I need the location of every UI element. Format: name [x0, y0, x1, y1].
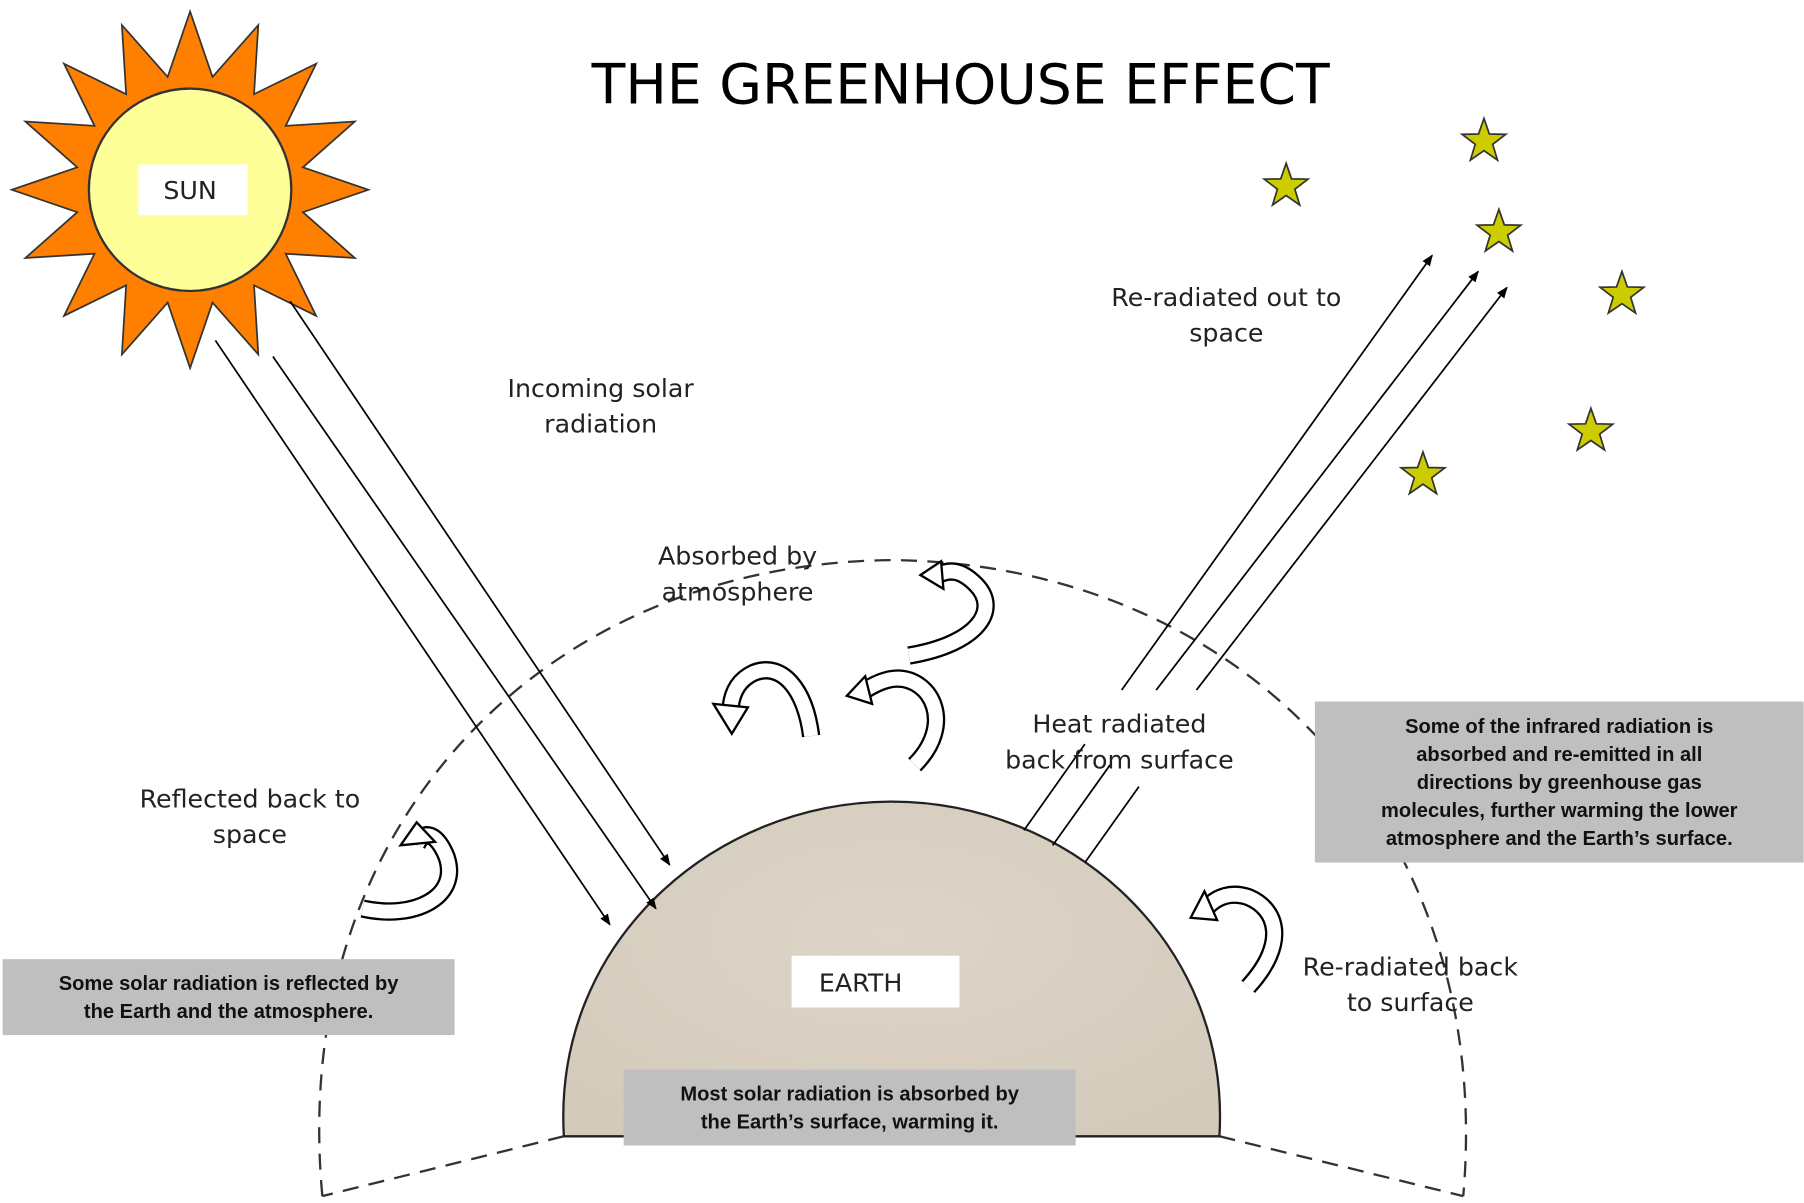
note-text: atmosphere and the Earth’s surface.: [1386, 828, 1733, 850]
note-text: directions by greenhouse gas: [1417, 772, 1702, 794]
label-text: Heat radiated: [1032, 710, 1206, 739]
label-text: back from surface: [1005, 745, 1234, 774]
star: [1264, 163, 1308, 205]
label-text: radiation: [544, 409, 657, 438]
note-text: molecules, further warming the lower: [1381, 800, 1738, 822]
note-text: the Earth’s surface, warming it.: [701, 1111, 999, 1133]
note-text: Some solar radiation is reflected by: [59, 973, 400, 995]
label-text: Reflected back to: [140, 784, 361, 813]
star: [1462, 118, 1506, 160]
label-text: to surface: [1347, 988, 1474, 1017]
arrow: [1122, 255, 1433, 690]
label-text: Incoming solar: [508, 374, 695, 403]
label-text: Re-radiated back: [1303, 952, 1519, 981]
star: [1600, 271, 1644, 313]
note-box: [624, 1070, 1076, 1146]
curved-arrow-body: [865, 679, 936, 765]
diagram: THE GREENHOUSE EFFECT EARTH SUN Incoming…: [0, 0, 1804, 1203]
note-text: Most solar radiation is absorbed by: [680, 1083, 1019, 1105]
label-text: atmosphere: [662, 577, 814, 606]
page: {"title": "THE GREENHOUSE EFFECT", "sun"…: [0, 0, 1804, 1203]
earth-label: EARTH: [819, 968, 903, 997]
arrow: [1196, 288, 1507, 691]
curved-arrow-body: [909, 571, 986, 655]
title: THE GREENHOUSE EFFECT: [591, 54, 1330, 118]
note-text: absorbed and re-emitted in all: [1416, 744, 1702, 766]
sun-label: SUN: [163, 176, 217, 205]
arrow: [273, 357, 656, 909]
curved-arrow-head: [920, 561, 943, 589]
note-box: [3, 959, 455, 1035]
curved-arrow-body: [363, 835, 449, 911]
note-text: the Earth and the atmosphere.: [84, 1001, 373, 1023]
note-text: Some of the infrared radiation is: [1405, 716, 1713, 738]
star: [1401, 452, 1445, 494]
label-text: Re-radiated out to: [1111, 283, 1341, 312]
label-text: space: [1189, 319, 1263, 348]
arrow: [1085, 787, 1139, 863]
star: [1477, 209, 1521, 251]
star: [1569, 408, 1613, 450]
label-text: Absorbed by: [658, 542, 817, 571]
label-text: space: [213, 820, 287, 849]
curved-arrow-head: [713, 704, 748, 734]
